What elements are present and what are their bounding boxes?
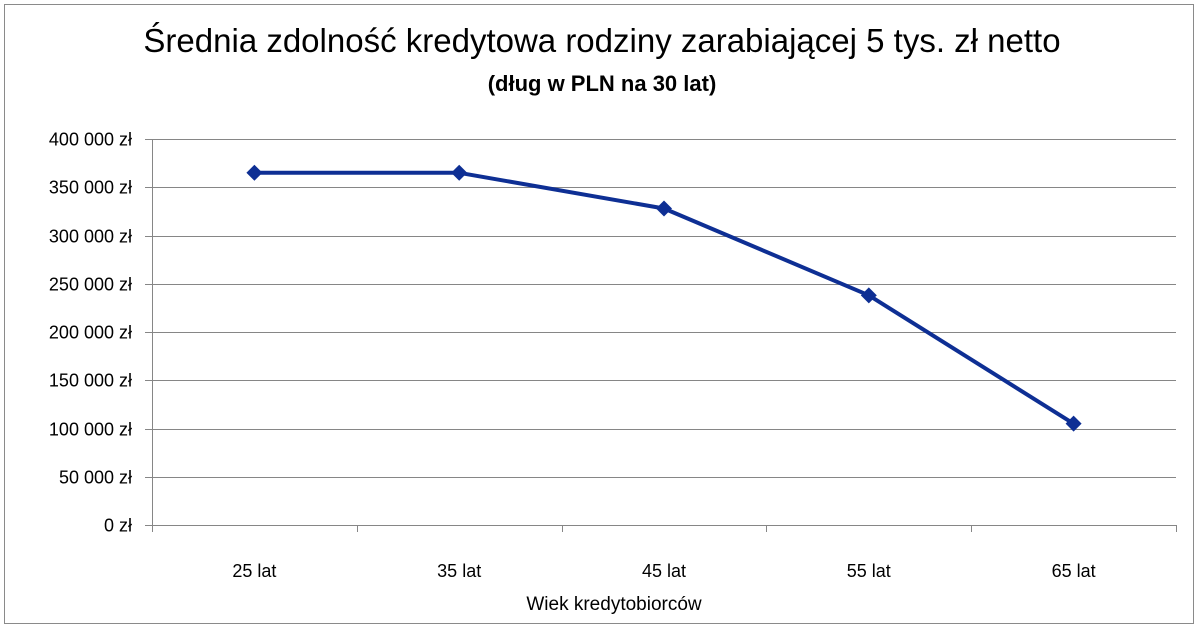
y-tick-label: 250 000 zł [49,275,132,295]
chart-title: Średnia zdolność kredytowa rodziny zarab… [143,21,1060,59]
chart-frame [4,4,1194,624]
chart-subtitle: (dług w PLN na 30 lat) [488,71,717,96]
y-tick-label: 0 zł [104,516,132,536]
y-tick-label: 200 000 zł [49,323,132,343]
data-point-marker [656,200,672,217]
y-tick-label: 300 000 zł [49,227,132,247]
x-tick-label: 35 lat [437,561,481,581]
x-tick-label: 45 lat [642,561,686,581]
y-tick-label: 50 000 zł [59,468,132,488]
y-tick-label: 350 000 zł [49,178,132,198]
data-point-marker [246,164,263,181]
data-point-marker [451,164,468,181]
data-point-marker [860,287,877,304]
series-group [246,164,1082,432]
x-tick-label: 65 lat [1052,561,1096,581]
y-tick-label: 150 000 zł [49,371,132,391]
y-tick-label: 400 000 zł [49,130,132,150]
x-tick-label: 25 lat [232,561,276,581]
y-axis-ticks: 0 zł 50 000 zł 100 000 zł 150 000 zł 200 000… [49,130,152,536]
x-tick-label: 55 lat [847,561,891,581]
x-axis: 25 lat 35 lat 45 lat 55 lat 65 lat [152,139,1177,581]
data-point-marker [1065,415,1082,432]
x-axis-title: Wiek kredytobiorców [526,594,702,615]
y-tick-label: 100 000 zł [49,420,132,440]
gridlines [152,139,1176,478]
